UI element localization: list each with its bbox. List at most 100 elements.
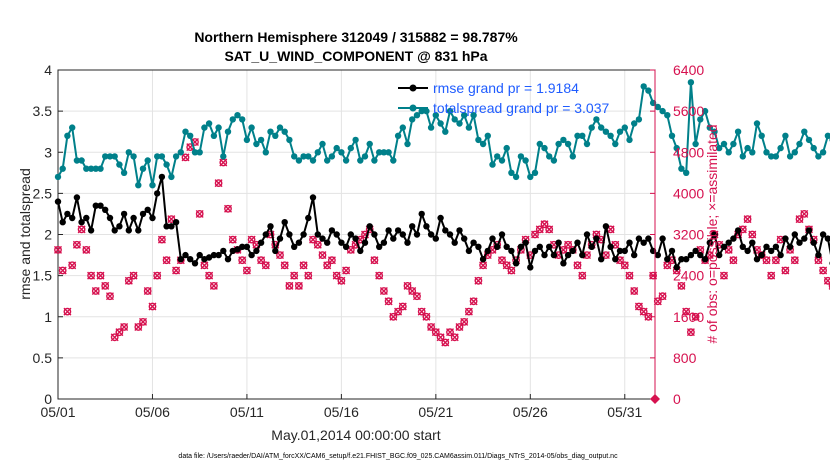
obs-possible-marker bbox=[824, 276, 830, 285]
obs-count-point bbox=[200, 261, 209, 270]
obs-count-point bbox=[285, 281, 294, 290]
totalspread-point bbox=[111, 153, 118, 160]
obs-possible-marker bbox=[205, 271, 214, 280]
obs-assimilated-marker bbox=[290, 271, 299, 280]
obs-assimilated-marker bbox=[682, 307, 691, 316]
rmse-point bbox=[413, 231, 421, 238]
obs-count-point bbox=[337, 276, 346, 285]
obs-possible-marker bbox=[635, 302, 643, 311]
totalspread-point bbox=[805, 136, 813, 144]
y2-tick-label: 6400 bbox=[673, 62, 704, 78]
obs-assimilated-marker bbox=[304, 271, 313, 280]
obs-possible-marker bbox=[800, 209, 809, 218]
totalspread-point bbox=[706, 124, 713, 131]
obs-count-point bbox=[625, 271, 634, 280]
obs-possible-marker bbox=[436, 333, 445, 342]
totalspread-point bbox=[149, 182, 156, 189]
rmse-point bbox=[536, 243, 543, 250]
obs-possible-marker bbox=[767, 271, 776, 280]
obs-possible-marker bbox=[261, 261, 270, 270]
obs-possible-marker bbox=[309, 235, 317, 244]
obs-possible-marker bbox=[469, 297, 478, 306]
obs-assimilated-marker bbox=[238, 256, 247, 265]
totalspread-point bbox=[763, 149, 770, 156]
totalspread-point bbox=[602, 128, 610, 135]
rmse-point bbox=[172, 219, 180, 226]
totalspread-point bbox=[139, 165, 147, 172]
totalspread-point bbox=[376, 149, 383, 156]
rmse-point bbox=[583, 231, 591, 238]
obs-assimilated-marker bbox=[228, 235, 237, 244]
totalspread-point bbox=[503, 144, 510, 152]
obs-possible-marker bbox=[143, 287, 152, 295]
obs-assimilated-marker bbox=[242, 266, 251, 275]
rmse-point bbox=[546, 243, 553, 250]
totalspread-point bbox=[409, 116, 416, 123]
obs-assimilated-marker bbox=[87, 271, 96, 280]
rmse-point bbox=[593, 235, 600, 242]
totalspread-point bbox=[442, 128, 449, 135]
rmse-point bbox=[489, 235, 496, 242]
obs-count-point bbox=[620, 261, 629, 270]
rmse-point bbox=[253, 247, 260, 255]
x-tick-label: 05/16 bbox=[324, 404, 359, 420]
obs-possible-marker bbox=[460, 317, 469, 326]
totalspread-point bbox=[300, 153, 307, 160]
totalspread-point bbox=[224, 128, 232, 135]
rmse-point bbox=[786, 243, 794, 250]
rmse-point bbox=[73, 194, 81, 201]
obs-possible-marker bbox=[540, 220, 549, 229]
obs-possible-marker bbox=[285, 281, 294, 290]
totalspread-point bbox=[782, 132, 789, 139]
obs-assimilated-marker bbox=[82, 245, 91, 254]
obs-possible-marker bbox=[772, 256, 780, 265]
rmse-point bbox=[461, 235, 468, 242]
grid bbox=[57, 69, 655, 400]
totalspread-point bbox=[399, 124, 406, 131]
rmse-point bbox=[645, 235, 652, 242]
rmse-point bbox=[446, 231, 454, 238]
rmse-point bbox=[163, 223, 170, 230]
obs-possible-marker bbox=[299, 261, 308, 270]
totalspread-point bbox=[281, 128, 288, 135]
obs-possible-marker bbox=[498, 256, 506, 265]
totalspread-point bbox=[612, 140, 619, 148]
obs-possible-marker bbox=[318, 251, 327, 260]
obs-assimilated-marker bbox=[294, 281, 303, 290]
obs-count-point bbox=[214, 179, 223, 188]
obs-count-point bbox=[58, 266, 67, 275]
rmse-point bbox=[541, 251, 548, 259]
obs-count-point bbox=[743, 215, 752, 224]
obs-possible-marker bbox=[82, 245, 91, 254]
obs-possible-marker bbox=[337, 276, 346, 285]
obs-count-point bbox=[771, 256, 780, 265]
rmse-point bbox=[116, 223, 123, 230]
obs-possible-marker bbox=[54, 245, 62, 254]
obs-possible-marker bbox=[162, 256, 171, 265]
obs-count-point bbox=[474, 276, 483, 285]
obs-assimilated-marker bbox=[644, 312, 653, 321]
totalspread-point bbox=[512, 173, 520, 181]
totalspread-point bbox=[531, 169, 539, 176]
obs-assimilated-marker bbox=[719, 271, 728, 280]
obs-count-point bbox=[464, 307, 473, 316]
rmse-point bbox=[437, 214, 444, 222]
obs-count-point bbox=[209, 281, 218, 290]
rmse-point bbox=[720, 243, 728, 250]
rmse-point bbox=[602, 223, 610, 230]
obs-assimilated-marker bbox=[398, 302, 407, 311]
rmse-point bbox=[673, 264, 680, 271]
obs-possible-marker bbox=[691, 312, 700, 321]
obs-count-point bbox=[823, 276, 830, 285]
totalspread-point bbox=[716, 144, 723, 152]
obs-possible-marker bbox=[413, 292, 421, 301]
obs-possible-marker bbox=[110, 333, 119, 342]
rmse-point bbox=[612, 256, 619, 263]
obs-assimilated-marker bbox=[72, 240, 81, 249]
totalspread-point bbox=[168, 173, 175, 181]
obs-assimilated-marker bbox=[800, 209, 809, 218]
obs-possible-marker bbox=[455, 323, 464, 331]
obs-assimilated-marker bbox=[469, 297, 478, 306]
totalspread-point bbox=[475, 136, 482, 144]
rmse-point bbox=[347, 231, 354, 238]
